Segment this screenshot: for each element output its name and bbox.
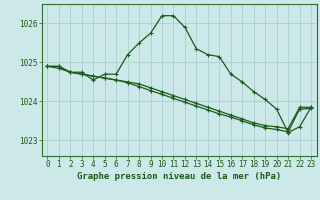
X-axis label: Graphe pression niveau de la mer (hPa): Graphe pression niveau de la mer (hPa) (77, 172, 281, 181)
